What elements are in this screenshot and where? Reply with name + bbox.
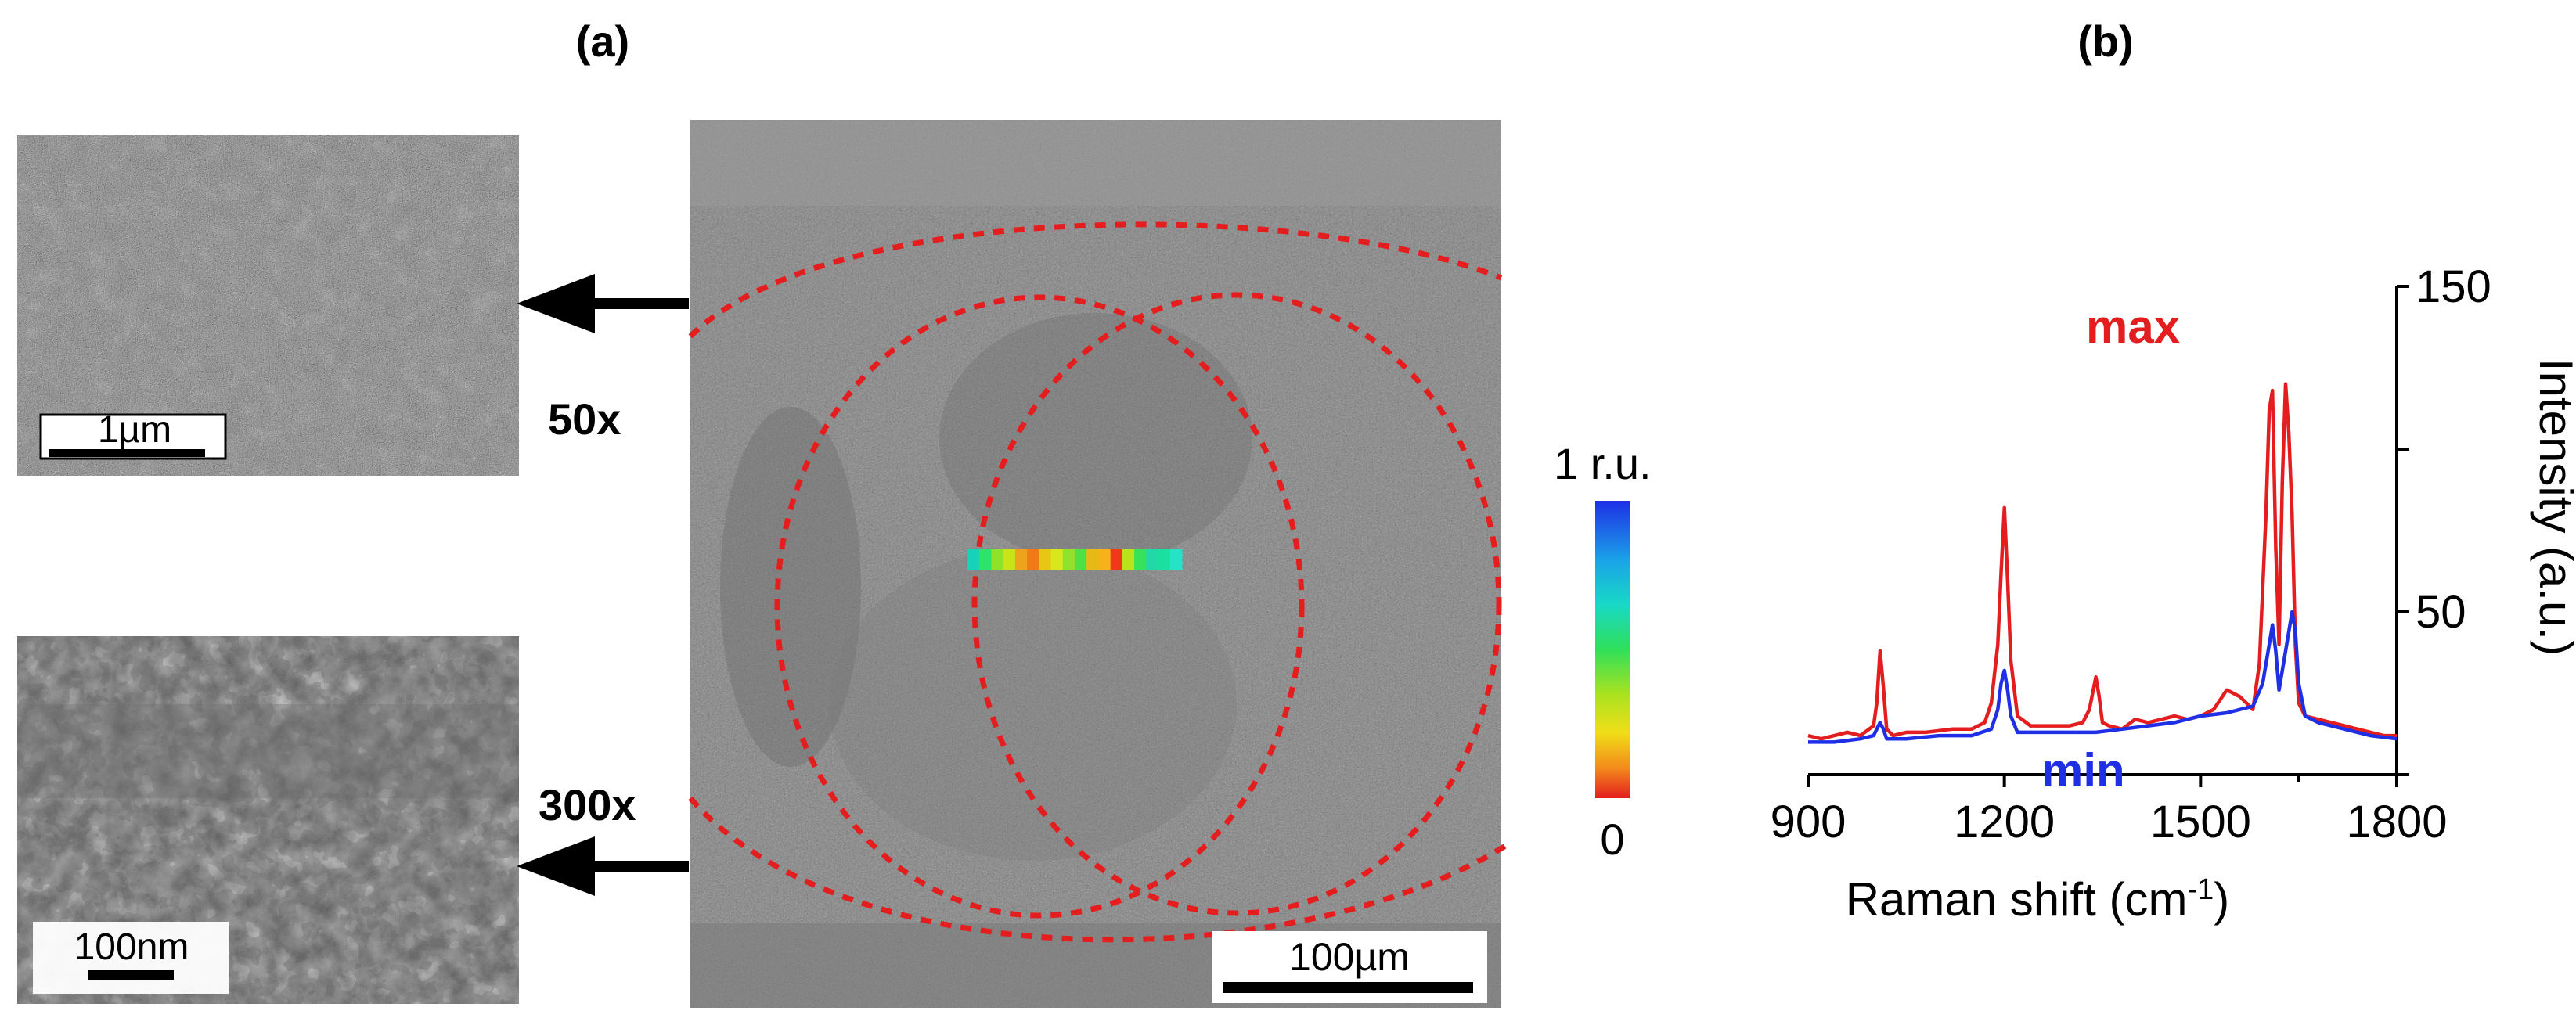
raman-line-pixel	[1003, 549, 1016, 570]
raman-line-pixel	[1134, 549, 1147, 570]
scale-bar-100nm-label: 100nm	[74, 926, 189, 968]
scale-bar-100um: 100µm	[1212, 931, 1487, 1003]
legend-max: max	[2086, 300, 2180, 353]
raman-line-pixel	[1098, 549, 1111, 570]
colorbar-max-label: 1 r.u.	[1554, 439, 1652, 488]
panel-b-label: (b)	[2077, 16, 2134, 66]
raman-line-pixel	[1110, 549, 1123, 570]
y-tick-label: 50	[2416, 587, 2466, 638]
series-min-line	[1808, 610, 2398, 744]
legend-min: min	[2041, 744, 2125, 797]
chart-series	[1807, 382, 2398, 744]
x-axis-label-main: Raman shift (cm	[1846, 873, 2188, 926]
scale-bar-100nm: 100nm	[33, 922, 229, 994]
x-axis-label-sup: -1	[2187, 873, 2214, 906]
measurement-circles	[688, 221, 1508, 943]
measurement-circle-outer-bottom	[688, 796, 1508, 943]
magnification-300x: 300x	[539, 780, 636, 829]
y-tick-label: 150	[2416, 261, 2491, 312]
sem-inset-top	[17, 135, 519, 476]
colorbar-min-label: 0	[1600, 815, 1624, 864]
sem-main-image	[690, 120, 1501, 1008]
raman-line-pixel	[1075, 549, 1087, 570]
series-max-line	[1807, 382, 2397, 741]
raman-line-pixel	[1050, 549, 1064, 570]
raman-line-pixel	[1039, 549, 1052, 570]
x-axis-label: Raman shift (cm-1)	[1846, 873, 2230, 926]
measurement-circle-left	[774, 294, 1305, 919]
raman-line-scan	[967, 549, 1183, 570]
colorbar-gradient	[1595, 501, 1630, 798]
raman-line-pixel	[1062, 549, 1075, 570]
measurement-circle-right	[971, 292, 1502, 916]
scale-bar-1um: 1µm	[39, 409, 227, 460]
x-tick-label: 1200	[1954, 797, 2055, 847]
raman-line-pixel	[1086, 549, 1099, 570]
raman-line-pixel	[1027, 549, 1039, 570]
scale-bar-100um-label: 100µm	[1289, 935, 1410, 979]
x-tick-label: 900	[1771, 797, 1846, 847]
raman-spectrum-chart: 900 1200 1500 1800 50 150 max min Raman shift…	[1771, 261, 2576, 926]
x-axis-label-end: )	[2214, 873, 2229, 926]
panel-a-label: (a)	[576, 16, 629, 66]
raman-line-pixel	[1014, 549, 1028, 570]
arrow-300x	[517, 836, 689, 896]
raman-line-pixel	[991, 549, 1004, 570]
x-tick-label: 1500	[2150, 797, 2251, 847]
raman-line-pixel	[1158, 549, 1171, 570]
raman-line-pixel	[1169, 549, 1183, 570]
magnification-50x: 50x	[548, 394, 621, 444]
raman-line-pixel	[1146, 549, 1159, 570]
raman-line-pixel	[1122, 549, 1135, 570]
x-tick-label: 1800	[2346, 797, 2447, 847]
scale-bar-1um-label: 1µm	[98, 409, 171, 451]
colorbar: 1 r.u. 0	[1554, 439, 1652, 864]
chart-axes: 900 1200 1500 1800 50 150	[1771, 261, 2491, 847]
y-axis-label: Intensity (a.u.)	[2530, 358, 2576, 656]
raman-line-pixel	[979, 549, 992, 570]
arrow-50x	[517, 274, 689, 333]
raman-line-pixel	[967, 549, 980, 570]
